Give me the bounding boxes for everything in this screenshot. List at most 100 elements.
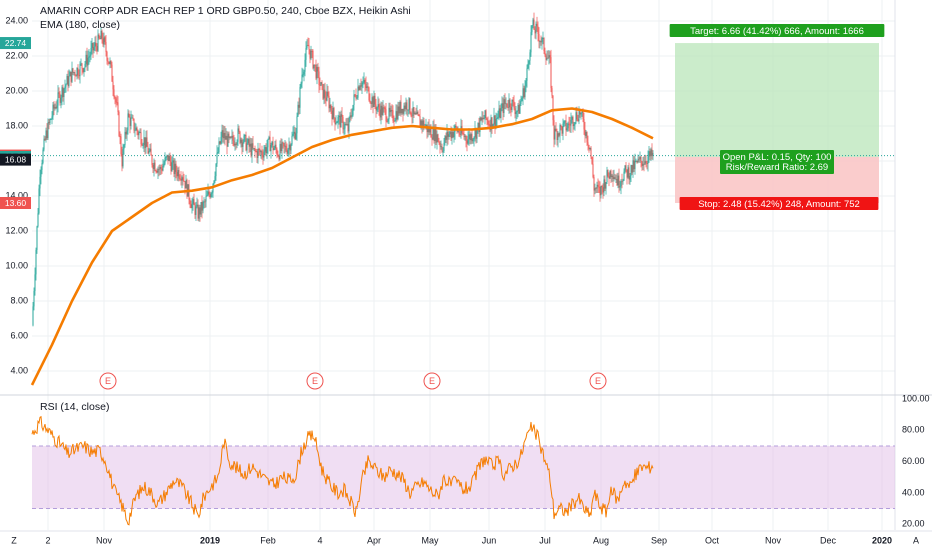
candle-body (166, 154, 168, 157)
candle-body (366, 86, 368, 88)
candle-body (211, 192, 213, 194)
candle-body (646, 163, 648, 164)
candle-body (103, 37, 105, 45)
candle-body (100, 30, 102, 40)
candle-body (205, 196, 207, 202)
candle-body (194, 205, 196, 215)
candle-body (547, 57, 549, 59)
candle-body (333, 107, 335, 118)
candle-body (388, 107, 390, 120)
time-tick-label: Dec (820, 535, 837, 545)
candle-body (403, 105, 405, 114)
candle-body (259, 149, 261, 153)
auto-scale-icon[interactable]: A (913, 535, 919, 545)
candle-body (202, 202, 204, 211)
candle-body (449, 131, 451, 135)
time-tick-label: Feb (260, 535, 276, 545)
candle-body (233, 140, 235, 146)
candle-body (421, 120, 423, 127)
candle-body (306, 45, 308, 48)
candle-body (274, 144, 276, 149)
candle-body (59, 93, 61, 103)
candle-body (279, 143, 281, 160)
earnings-marker (423, 372, 441, 390)
candle-body (395, 111, 397, 121)
candle-body (197, 204, 199, 219)
candle-body (411, 115, 413, 117)
candle-body (134, 130, 136, 132)
candle-body (511, 99, 513, 110)
candle-body (496, 117, 498, 119)
candle-body (331, 110, 333, 120)
candle-body (526, 68, 528, 81)
candle-body (87, 57, 89, 66)
candle-body (504, 99, 506, 104)
candle-body (546, 57, 548, 60)
candle-body (642, 163, 644, 166)
candle-body (220, 136, 222, 144)
chart-title: AMARIN CORP ADR EACH REP 1 ORD GBP0.50, … (40, 5, 411, 17)
candle-body (135, 127, 137, 131)
candle-body (370, 102, 372, 104)
candle-body (620, 181, 622, 187)
candle-body (643, 163, 645, 165)
candle-body (201, 202, 203, 211)
candle-body (290, 144, 292, 151)
candle-body (147, 146, 149, 154)
candle-body (589, 147, 591, 149)
target-label-box (669, 24, 885, 37)
candle-body (598, 186, 600, 188)
candle-body (245, 134, 247, 151)
candle-body (544, 50, 546, 56)
candle-body (532, 19, 534, 26)
candle-body (282, 142, 284, 144)
time-tick-label: 2020 (872, 535, 892, 545)
candle-body (350, 115, 352, 117)
candle-body (185, 180, 187, 189)
candle-body (438, 141, 440, 143)
candle-body (288, 144, 290, 150)
ema-legend[interactable]: EMA (180, close) (40, 19, 120, 31)
candle-body (383, 107, 385, 109)
candle-body (175, 163, 177, 172)
candle-body (97, 34, 99, 51)
rsi-legend[interactable]: RSI (14, close) (40, 401, 110, 413)
candle-body (35, 249, 37, 275)
candle-body (224, 132, 226, 140)
candle-body (578, 111, 580, 122)
candle-body (481, 117, 483, 121)
candle-body (139, 132, 141, 134)
candle-body (570, 119, 572, 126)
candle-body (210, 193, 212, 198)
candle-body (257, 148, 259, 158)
candle-body (199, 207, 201, 215)
candle-body (492, 124, 494, 129)
candle-body (364, 79, 366, 84)
candle-body (384, 107, 386, 110)
candle-body (234, 143, 236, 146)
candle-body (129, 117, 131, 126)
candle-body (281, 142, 283, 152)
candle-body (276, 149, 278, 156)
candle-body (124, 131, 126, 146)
candle-body (557, 133, 559, 140)
candles-group (32, 12, 654, 327)
candle-body (476, 128, 478, 139)
candle-body (243, 135, 245, 143)
candle-body (507, 106, 509, 108)
candle-body (381, 105, 383, 116)
candle-body (543, 38, 545, 51)
candle-body (446, 131, 448, 140)
candle-body (462, 133, 464, 135)
candle-body (192, 199, 194, 204)
candle-body (590, 147, 592, 158)
time-tick-label: May (421, 535, 439, 545)
zoom-icon[interactable]: Z (11, 535, 17, 545)
candle-body (495, 118, 497, 127)
candle-body (593, 177, 595, 191)
candle-body (325, 97, 327, 101)
candle-body (464, 136, 466, 137)
candle-body (313, 64, 315, 69)
